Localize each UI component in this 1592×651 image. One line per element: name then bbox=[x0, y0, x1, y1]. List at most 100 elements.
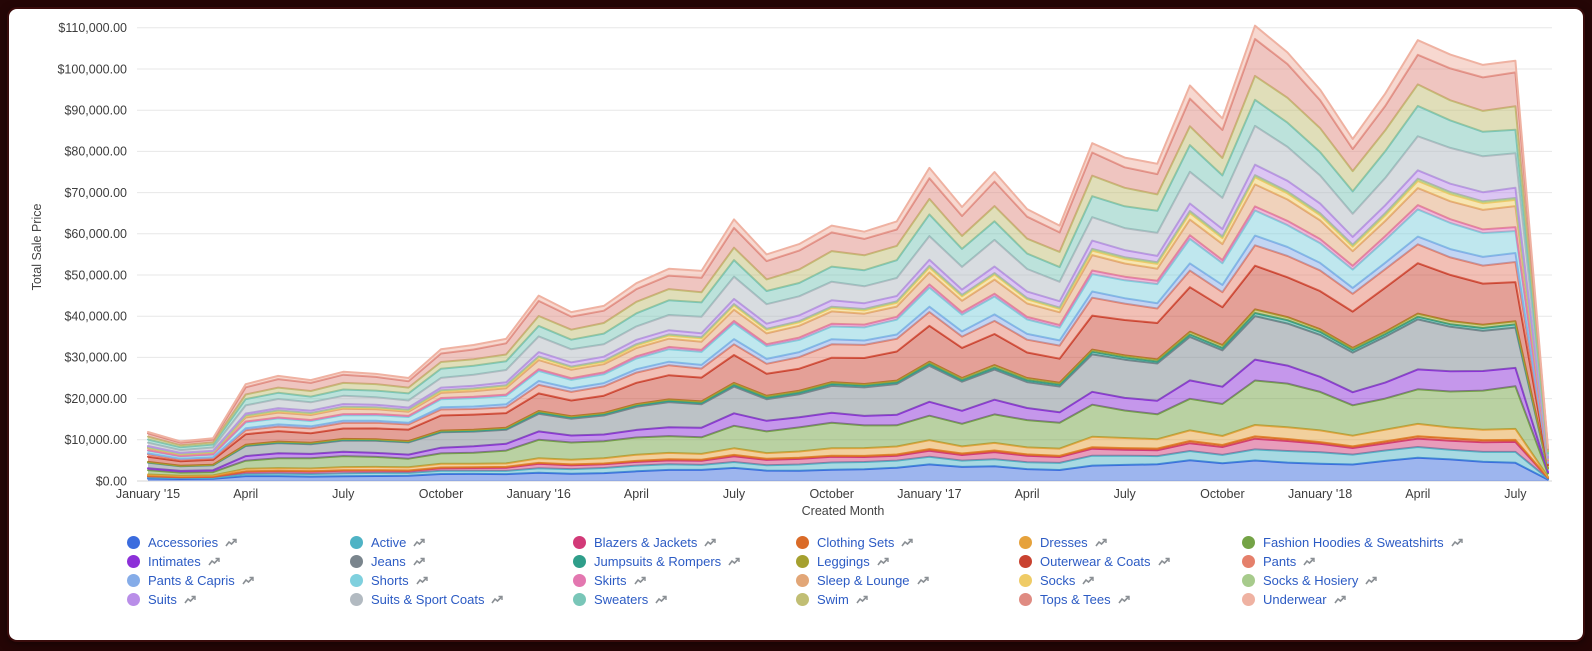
area-sleep-lounge[interactable] bbox=[148, 184, 1548, 461]
sparkline-arrow bbox=[498, 595, 504, 600]
x-tick-label: January '15 bbox=[116, 487, 180, 501]
legend-label-jumpsuits-rompers[interactable]: Jumpsuits & Rompers bbox=[594, 553, 722, 569]
sparkline-icon[interactable] bbox=[633, 575, 648, 586]
legend-item-pants[interactable]: Pants bbox=[1242, 553, 1465, 569]
sparkline-icon[interactable] bbox=[1082, 575, 1096, 586]
legend-item-socks-hosiery[interactable]: Socks & Hosiery bbox=[1242, 572, 1465, 588]
sparkline-icon[interactable] bbox=[415, 575, 430, 586]
legend-item-fashion-hoodies-sweatshirts[interactable]: Fashion Hoodies & Sweatshirts bbox=[1242, 534, 1465, 550]
legend-label-pants[interactable]: Pants bbox=[1263, 553, 1297, 569]
sparkline-icon[interactable] bbox=[856, 594, 870, 605]
sparkline-icon[interactable] bbox=[1365, 575, 1379, 586]
sparkline-icon[interactable] bbox=[184, 594, 198, 605]
legend-item-jeans[interactable]: Jeans bbox=[350, 553, 573, 569]
legend-label-skirts[interactable]: Skirts bbox=[594, 572, 627, 588]
legend-label-sleep-lounge[interactable]: Sleep & Lounge bbox=[817, 572, 910, 588]
legend-label-leggings[interactable]: Leggings bbox=[817, 553, 870, 569]
legend-item-blazers-jackets[interactable]: Blazers & Jackets bbox=[573, 534, 796, 550]
area-suits[interactable] bbox=[148, 164, 1548, 459]
sparkline-icon[interactable] bbox=[728, 556, 742, 567]
sparkline-icon[interactable] bbox=[413, 537, 427, 548]
area-shorts[interactable] bbox=[148, 209, 1548, 463]
legend-label-pants-capris[interactable]: Pants & Capris bbox=[148, 572, 235, 588]
sparkline-icon[interactable] bbox=[655, 594, 669, 605]
sparkline-icon[interactable] bbox=[1303, 556, 1317, 567]
legend-item-jumpsuits-rompers[interactable]: Jumpsuits & Rompers bbox=[573, 553, 796, 569]
sparkline-icon[interactable] bbox=[242, 575, 256, 586]
area-socks[interactable] bbox=[148, 177, 1548, 460]
legend-swatch-jumpsuits-rompers bbox=[573, 554, 586, 568]
sparkline-icon[interactable] bbox=[704, 537, 718, 548]
legend-item-underwear[interactable]: Underwear bbox=[1242, 591, 1465, 607]
legend-label-socks[interactable]: Socks bbox=[1040, 572, 1076, 588]
legend-item-suits-sport-coats[interactable]: Suits & Sport Coats bbox=[350, 591, 573, 607]
legend-label-clothing-sets[interactable]: Clothing Sets bbox=[817, 534, 895, 550]
legend-label-suits[interactable]: Suits bbox=[148, 591, 177, 607]
area-tops-tees[interactable] bbox=[148, 38, 1548, 452]
legend-label-accessories[interactable]: Accessories bbox=[148, 534, 219, 550]
legend-label-blazers-jackets[interactable]: Blazers & Jackets bbox=[594, 534, 698, 550]
sparkline-arrow bbox=[420, 557, 425, 562]
y-tick-label: $0.00 bbox=[96, 474, 127, 488]
legend-item-swim[interactable]: Swim bbox=[796, 591, 1019, 607]
sparkline-arrow bbox=[641, 576, 646, 581]
legend-item-sleep-lounge[interactable]: Sleep & Lounge bbox=[796, 572, 1019, 588]
legend-item-shorts[interactable]: Shorts bbox=[350, 572, 573, 588]
legend-item-accessories[interactable]: Accessories bbox=[127, 534, 350, 550]
sparkline-zigzag bbox=[491, 595, 504, 603]
legend-item-sweaters[interactable]: Sweaters bbox=[573, 591, 796, 607]
legend-item-pants-capris[interactable]: Pants & Capris bbox=[127, 572, 350, 588]
area-swim[interactable] bbox=[148, 75, 1548, 454]
sparkline-arrow bbox=[232, 538, 237, 543]
legend-label-dresses[interactable]: Dresses bbox=[1040, 534, 1088, 550]
legend-item-clothing-sets[interactable]: Clothing Sets bbox=[796, 534, 1019, 550]
sparkline-icon[interactable] bbox=[1157, 556, 1172, 567]
legend-label-socks-hosiery[interactable]: Socks & Hosiery bbox=[1263, 572, 1359, 588]
x-tick-label: July bbox=[1114, 487, 1137, 501]
area-jeans[interactable] bbox=[148, 316, 1548, 473]
sparkline-icon[interactable] bbox=[413, 556, 427, 567]
sparkline-icon[interactable] bbox=[1451, 537, 1465, 548]
legend-item-active[interactable]: Active bbox=[350, 534, 573, 550]
area-sweaters[interactable] bbox=[148, 99, 1548, 456]
legend-label-sweaters[interactable]: Sweaters bbox=[594, 591, 649, 607]
legend-item-leggings[interactable]: Leggings bbox=[796, 553, 1019, 569]
legend-item-outerwear-coats[interactable]: Outerwear & Coats bbox=[1019, 553, 1242, 569]
sparkline-icon[interactable] bbox=[1333, 594, 1348, 605]
sparkline-icon[interactable] bbox=[225, 537, 239, 548]
sparkline-icon[interactable] bbox=[1117, 594, 1132, 605]
sparkline-icon[interactable] bbox=[916, 575, 931, 586]
legend-item-tops-tees[interactable]: Tops & Tees bbox=[1019, 591, 1242, 607]
legend-swatch-sweaters bbox=[573, 592, 586, 606]
legend-item-intimates[interactable]: Intimates bbox=[127, 553, 350, 569]
area-accessories[interactable] bbox=[148, 457, 1548, 481]
area-pants-capris[interactable] bbox=[148, 235, 1548, 464]
sparkline-icon[interactable] bbox=[1095, 537, 1109, 548]
legend-label-jeans[interactable]: Jeans bbox=[371, 553, 406, 569]
area-underwear[interactable] bbox=[148, 25, 1548, 449]
area-pants[interactable] bbox=[148, 244, 1548, 466]
sparkline-icon[interactable] bbox=[901, 537, 915, 548]
legend-label-active[interactable]: Active bbox=[371, 534, 407, 550]
area-suits-sport-coats[interactable] bbox=[148, 125, 1548, 458]
legend-label-outerwear-coats[interactable]: Outerwear & Coats bbox=[1040, 553, 1151, 569]
legend-label-suits-sport-coats[interactable]: Suits & Sport Coats bbox=[371, 591, 485, 607]
legend-label-underwear[interactable]: Underwear bbox=[1263, 591, 1327, 607]
legend-swatch-blazers-jackets bbox=[573, 535, 586, 549]
legend-label-intimates[interactable]: Intimates bbox=[148, 553, 201, 569]
legend-item-suits[interactable]: Suits bbox=[127, 591, 350, 607]
legend-item-dresses[interactable]: Dresses bbox=[1019, 534, 1242, 550]
area-fashion-hoodies-sweatshirts[interactable] bbox=[148, 380, 1548, 477]
sparkline-zigzag bbox=[1095, 538, 1107, 546]
sparkline-icon[interactable] bbox=[491, 594, 505, 605]
area-outerwear-coats[interactable] bbox=[148, 263, 1548, 469]
sparkline-zigzag bbox=[413, 557, 425, 565]
legend-label-swim[interactable]: Swim bbox=[817, 591, 849, 607]
legend-label-fashion-hoodies-sweatshirts[interactable]: Fashion Hoodies & Sweatshirts bbox=[1263, 534, 1444, 550]
legend-label-tops-tees[interactable]: Tops & Tees bbox=[1040, 591, 1111, 607]
legend-label-shorts[interactable]: Shorts bbox=[371, 572, 409, 588]
sparkline-icon[interactable] bbox=[208, 556, 222, 567]
legend-item-skirts[interactable]: Skirts bbox=[573, 572, 796, 588]
legend-item-socks[interactable]: Socks bbox=[1019, 572, 1242, 588]
sparkline-icon[interactable] bbox=[877, 556, 891, 567]
